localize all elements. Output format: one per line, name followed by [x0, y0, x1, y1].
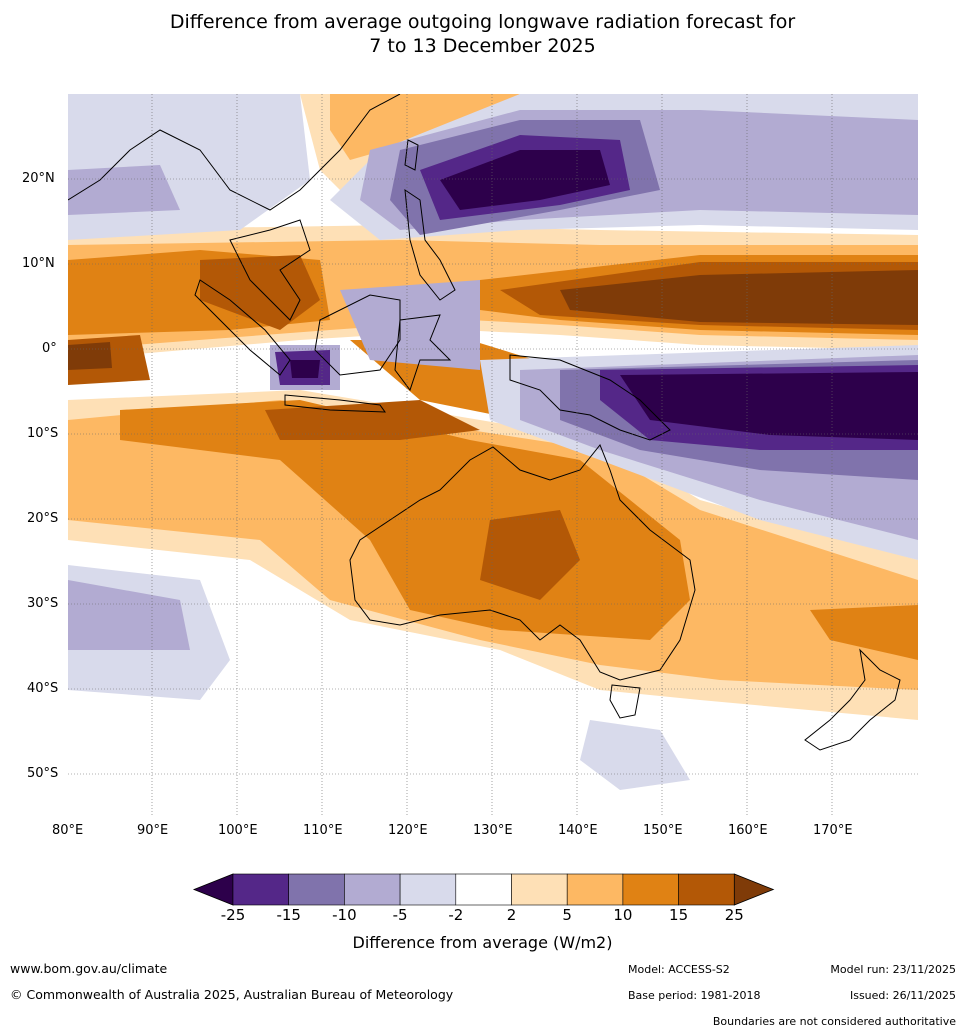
footer-issued: Issued: 26/11/2025 — [849, 989, 956, 1002]
colorbar-tick-label: 15 — [669, 906, 689, 924]
olr-anomaly-map — [68, 94, 918, 816]
colorbar-swatch — [288, 873, 345, 906]
lat-label-40s: 40°S — [27, 681, 59, 696]
colorbar-swatch — [511, 873, 568, 906]
anomaly-fill — [68, 94, 918, 790]
colorbar-tick-label: -15 — [276, 906, 301, 924]
sumatra-coastline — [194, 279, 291, 376]
lon-label-100e: 100°E — [218, 823, 258, 838]
colorbar-title: Difference from average (W/m2) — [352, 933, 613, 952]
mainland-asia-coastline — [68, 94, 401, 211]
lat-label-0: 0° — [42, 341, 57, 356]
lon-label-170e: 170°E — [813, 823, 853, 838]
lat-label-20s: 20°S — [27, 511, 59, 526]
colorbar-swatch — [399, 873, 457, 906]
coastlines — [68, 94, 901, 751]
colorbar-tick-label: 5 — [562, 906, 572, 924]
colorbar-tick-label: 25 — [724, 906, 744, 924]
lon-label-150e: 150°E — [643, 823, 683, 838]
lon-label-110e: 110°E — [303, 823, 343, 838]
colorbar-tick-label: -10 — [332, 906, 357, 924]
lat-label-20n: 20°N — [22, 171, 55, 186]
lat-label-10s: 10°S — [27, 426, 59, 441]
indochina-coastline — [229, 219, 311, 321]
colorbar-tick-label: -2 — [448, 906, 464, 924]
colorbar-tick-label: -25 — [220, 906, 246, 924]
tasmania-coastline — [609, 684, 641, 719]
lon-label-160e: 160°E — [728, 823, 768, 838]
borneo-coastline — [314, 294, 401, 376]
colorbar-tick-label: -5 — [392, 906, 408, 924]
lon-label-120e: 120°E — [388, 823, 428, 838]
new-guinea-coastline — [509, 354, 671, 441]
footer-copyright: © Commonwealth of Australia 2025, Austra… — [10, 987, 454, 1002]
graticule — [68, 94, 918, 816]
colorbar-swatch — [344, 873, 401, 906]
lat-label-30s: 30°S — [27, 596, 59, 611]
lon-label-130e: 130°E — [473, 823, 513, 838]
australia-coastline — [349, 444, 696, 681]
colorbar-swatch — [678, 873, 735, 906]
colorbar-swatch — [455, 873, 512, 906]
footer-model: Model: ACCESS-S2 — [628, 963, 730, 976]
lon-label-90e: 90°E — [137, 823, 169, 838]
colorbar-extend-low — [192, 873, 234, 906]
lat-label-10n: 10°N — [22, 256, 55, 271]
colorbar-tick-label: 2 — [506, 906, 517, 924]
lat-label-50s: 50°S — [27, 766, 59, 781]
taiwan-coastline — [404, 139, 419, 171]
lon-label-140e: 140°E — [558, 823, 598, 838]
map-title: Difference from average outgoing longwav… — [0, 10, 965, 58]
title-line-2: 7 to 13 December 2025 — [369, 35, 596, 57]
colorbar-tick-label: 10 — [613, 906, 633, 924]
colorbar-swatch — [566, 873, 624, 906]
footer-base-period: Base period: 1981-2018 — [628, 989, 761, 1002]
footer-model-run: Model run: 23/11/2025 — [830, 963, 956, 976]
new-zealand-coastline — [804, 648, 901, 751]
java-coastline — [284, 394, 386, 413]
colorbar-swatch — [622, 873, 679, 906]
footer-disclaimer: Boundaries are not considered authoritat… — [712, 1015, 956, 1028]
lon-label-80e: 80°E — [52, 823, 84, 838]
philippines-coastline — [404, 188, 456, 301]
colorbar-swatch — [232, 873, 290, 906]
colorbar-extend-high — [733, 873, 775, 906]
footer-website: www.bom.gov.au/climate — [10, 961, 168, 976]
title-line-1: Difference from average outgoing longwav… — [169, 11, 796, 33]
sulawesi-coastline — [394, 314, 452, 392]
